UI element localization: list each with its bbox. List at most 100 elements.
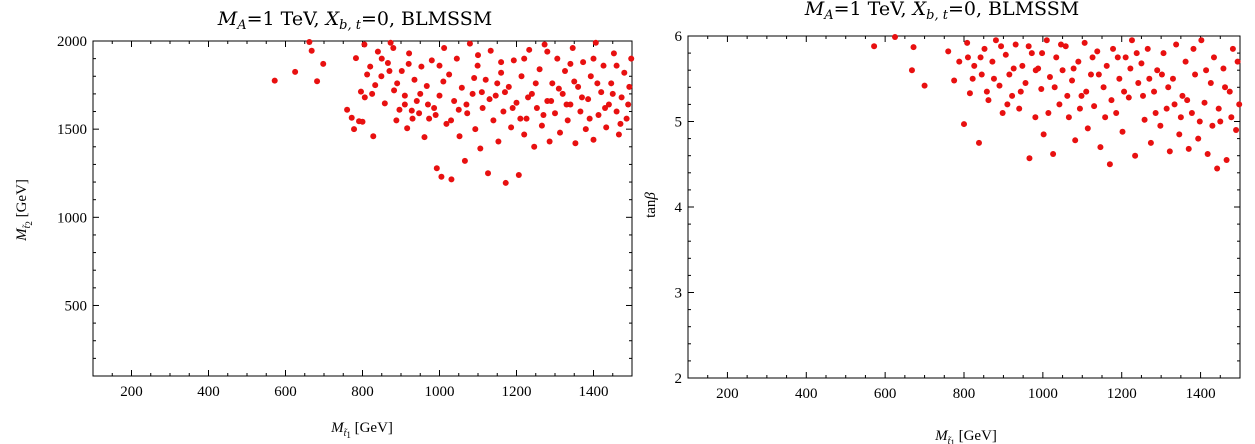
left-point xyxy=(436,92,443,99)
left-point xyxy=(486,96,493,103)
left-point xyxy=(428,57,435,64)
left-point xyxy=(502,179,509,186)
right-y-tick-label: 5 xyxy=(675,115,683,131)
left-point xyxy=(426,115,433,122)
left-point xyxy=(370,133,377,140)
left-point xyxy=(409,115,416,122)
right-point xyxy=(1106,161,1113,168)
right-x-tick-label: 1400 xyxy=(1186,386,1216,402)
left-point xyxy=(600,62,607,69)
right-point xyxy=(1019,62,1026,69)
right-point xyxy=(1228,114,1235,121)
left-point xyxy=(398,67,405,74)
right-point xyxy=(1040,131,1047,138)
left-point xyxy=(498,59,505,66)
left-point xyxy=(569,45,576,52)
right-point xyxy=(1053,54,1060,61)
right-point xyxy=(1152,109,1159,116)
left-point xyxy=(446,71,453,78)
left-point xyxy=(461,157,468,164)
right-point xyxy=(1140,92,1147,99)
right-y-ticks: 2 3 4 5 6 xyxy=(675,29,1240,387)
right-point xyxy=(1217,118,1224,125)
left-point xyxy=(424,101,431,108)
left-point xyxy=(433,165,440,172)
right-point xyxy=(1177,114,1184,121)
right-point xyxy=(992,37,999,44)
right-point xyxy=(1078,92,1085,99)
left-y-axis-label: Mt̃2 [GeV] xyxy=(14,179,34,242)
left-point xyxy=(572,140,579,147)
right-x-tick-label: 600 xyxy=(874,386,897,402)
right-point xyxy=(971,62,978,69)
right-point xyxy=(1062,43,1069,50)
right-point xyxy=(1207,80,1214,87)
right-point xyxy=(1204,150,1211,157)
right-point xyxy=(1006,71,1013,78)
right-y-tick-label: 2 xyxy=(675,371,683,387)
right-point xyxy=(1064,92,1071,99)
right-point xyxy=(1166,148,1173,155)
left-x-tick-label: 200 xyxy=(120,384,143,400)
right-point xyxy=(1012,41,1019,48)
left-point xyxy=(592,39,599,46)
left-point xyxy=(603,124,610,131)
left-point xyxy=(320,60,327,67)
left-point xyxy=(482,76,489,83)
left-point xyxy=(404,125,411,132)
left-y-tick-label: 1000 xyxy=(57,210,87,226)
right-point xyxy=(1165,84,1172,91)
right-y-tick-label: 3 xyxy=(675,286,683,302)
right-point xyxy=(1236,101,1243,108)
left-point xyxy=(471,75,478,82)
left-y-ticks: 500 1000 1500 2000 xyxy=(57,34,632,377)
right-point xyxy=(1051,84,1058,91)
left-point xyxy=(464,110,471,117)
left-point xyxy=(364,71,371,78)
right-point xyxy=(1016,105,1023,112)
left-point xyxy=(351,126,358,133)
right-point xyxy=(1182,58,1189,65)
right-point xyxy=(1083,88,1090,95)
right-x-tick-label: 1000 xyxy=(1028,386,1058,402)
left-point xyxy=(372,82,379,89)
left-point xyxy=(387,39,394,46)
right-point xyxy=(1160,50,1167,57)
right-point xyxy=(1043,37,1050,44)
left-point xyxy=(413,97,420,104)
right-point xyxy=(1110,45,1117,52)
right-point xyxy=(871,43,878,50)
left-point xyxy=(386,67,393,74)
right-point xyxy=(910,44,917,51)
left-point xyxy=(405,60,412,67)
right-point xyxy=(908,67,915,74)
right-point xyxy=(1039,50,1046,57)
right-point xyxy=(964,39,971,46)
left-point xyxy=(361,94,368,101)
right-point xyxy=(1185,145,1192,152)
left-point xyxy=(495,138,502,145)
right-chart-title: MA=1 TeV, Xb, t=0, BLMSSM xyxy=(804,0,1079,23)
right-point xyxy=(981,45,988,52)
right-point xyxy=(1017,88,1024,95)
right-x-tick-label: 1200 xyxy=(1107,386,1137,402)
right-point xyxy=(1072,137,1079,144)
left-y-tick-label: 2000 xyxy=(57,34,87,50)
left-point xyxy=(518,73,525,80)
right-x-axis-label: Mt̃1 [GeV] xyxy=(934,428,997,444)
right-point xyxy=(1215,105,1222,112)
right-point xyxy=(1050,150,1057,157)
right-y-axis-label: tanβ xyxy=(643,192,659,218)
right-point xyxy=(951,77,958,84)
left-point xyxy=(505,83,512,90)
left-point xyxy=(532,80,539,87)
left-point xyxy=(466,40,473,47)
left-point xyxy=(580,59,587,66)
left-point xyxy=(531,143,538,150)
left-point xyxy=(453,55,460,62)
right-point xyxy=(1032,67,1039,74)
left-point xyxy=(528,90,535,97)
right-point xyxy=(1141,116,1148,123)
left-point xyxy=(587,73,594,80)
left-point xyxy=(563,101,570,108)
